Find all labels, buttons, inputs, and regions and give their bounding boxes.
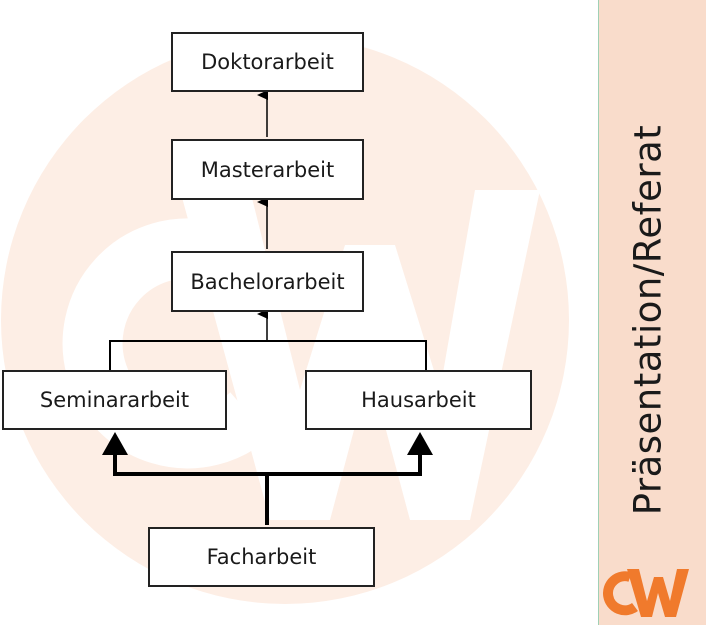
node-facharbeit: Facharbeit xyxy=(148,527,375,587)
node-masterarbeit: Masterarbeit xyxy=(171,139,364,200)
node-doktorarbeit: Doktorarbeit xyxy=(171,32,364,92)
arrow-to-seminararbeit xyxy=(102,432,128,455)
sidebar-title: Präsentation/Referat xyxy=(626,124,670,516)
bracket-seminar-haus xyxy=(109,340,427,370)
gw-logo-icon xyxy=(603,569,689,617)
node-bachelorarbeit: Bachelorarbeit xyxy=(171,251,364,312)
connector-lines xyxy=(102,90,433,525)
node-hausarbeit: Hausarbeit xyxy=(305,370,532,430)
sidebar-panel xyxy=(598,0,706,625)
node-seminararbeit: Seminararbeit xyxy=(2,370,227,430)
split-facharbeit xyxy=(113,454,422,476)
arrow-to-hausarbeit xyxy=(407,432,433,455)
